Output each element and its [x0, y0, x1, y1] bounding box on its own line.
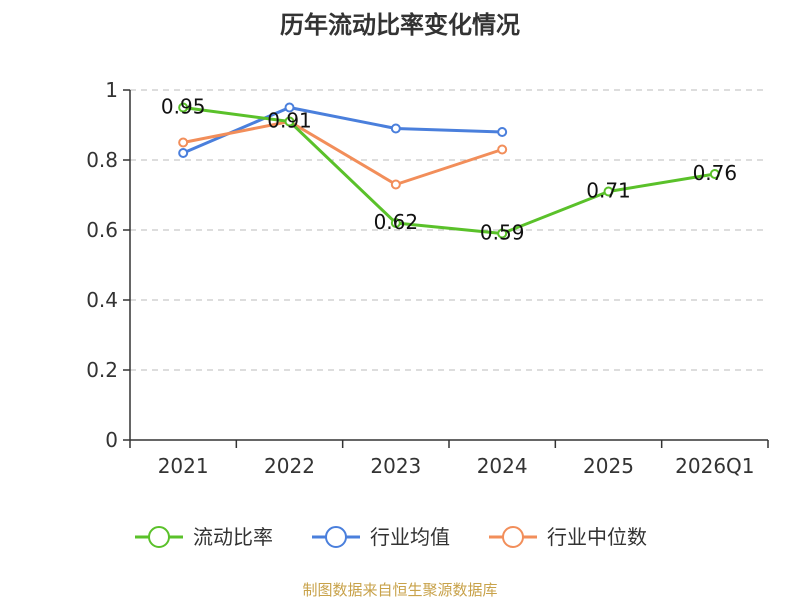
data-point [497, 144, 508, 155]
data-label: 0.76 [693, 161, 738, 185]
x-tick-label: 2024 [477, 454, 528, 478]
y-tick-label: 1 [105, 78, 118, 102]
data-point [497, 127, 508, 137]
data-label: 0.62 [374, 210, 419, 234]
legend[interactable]: 流动比率 行业均值 行业中位数 [135, 525, 647, 549]
data-point [178, 148, 189, 158]
data-label: 0.71 [586, 179, 631, 203]
data-point [178, 102, 189, 113]
legend-marker [502, 526, 524, 548]
data-point [603, 186, 614, 197]
y-tick-label: 0.6 [86, 218, 118, 242]
x-tick-label: 2025 [583, 454, 634, 478]
y-tick-label: 0 [105, 428, 118, 452]
legend-label: 行业均值 [370, 525, 450, 549]
data-point [284, 116, 295, 127]
series-group [178, 102, 720, 239]
data-point [497, 228, 508, 239]
data-point [390, 179, 401, 190]
data-point [390, 218, 401, 228]
legend-marker [148, 526, 170, 548]
data-point [178, 137, 189, 148]
legend-item-2[interactable]: 行业中位数 [489, 525, 647, 549]
series-line-0 [182, 106, 716, 235]
legend-label: 行业中位数 [547, 525, 647, 549]
legend-label: 流动比率 [193, 525, 273, 549]
x-tick-label: 2021 [158, 454, 209, 478]
data-label: 0.91 [267, 109, 312, 133]
grid [130, 89, 768, 371]
data-label: 0.59 [480, 221, 525, 245]
legend-item-0[interactable]: 流动比率 [135, 525, 273, 549]
x-tick-label: 2026Q1 [675, 454, 754, 478]
y-axis: 0 0.2 0.4 0.6 0.8 1 [86, 78, 131, 452]
chart-title: 历年流动比率变化情况 [280, 11, 520, 39]
y-tick-label: 0.2 [86, 358, 118, 382]
legend-item-1[interactable]: 行业均值 [312, 525, 450, 549]
source-note: 制图数据来自恒生聚源数据库 [302, 581, 497, 599]
data-point [390, 123, 401, 134]
data-point [709, 169, 720, 179]
x-tick-label: 2022 [264, 454, 315, 478]
data-point [284, 102, 295, 113]
data-labels: 0.95 0.91 0.62 0.59 0.71 0.76 [161, 95, 737, 245]
series-line-1 [182, 106, 503, 155]
data-label: 0.95 [161, 95, 206, 119]
series-line-2 [182, 120, 503, 186]
y-tick-label: 0.4 [86, 288, 118, 312]
y-tick-label: 0.8 [86, 148, 118, 172]
x-axis: 2021 2022 2023 2024 2025 2026Q1 [129, 439, 769, 478]
x-tick-label: 2023 [370, 454, 421, 478]
legend-marker [325, 526, 347, 548]
